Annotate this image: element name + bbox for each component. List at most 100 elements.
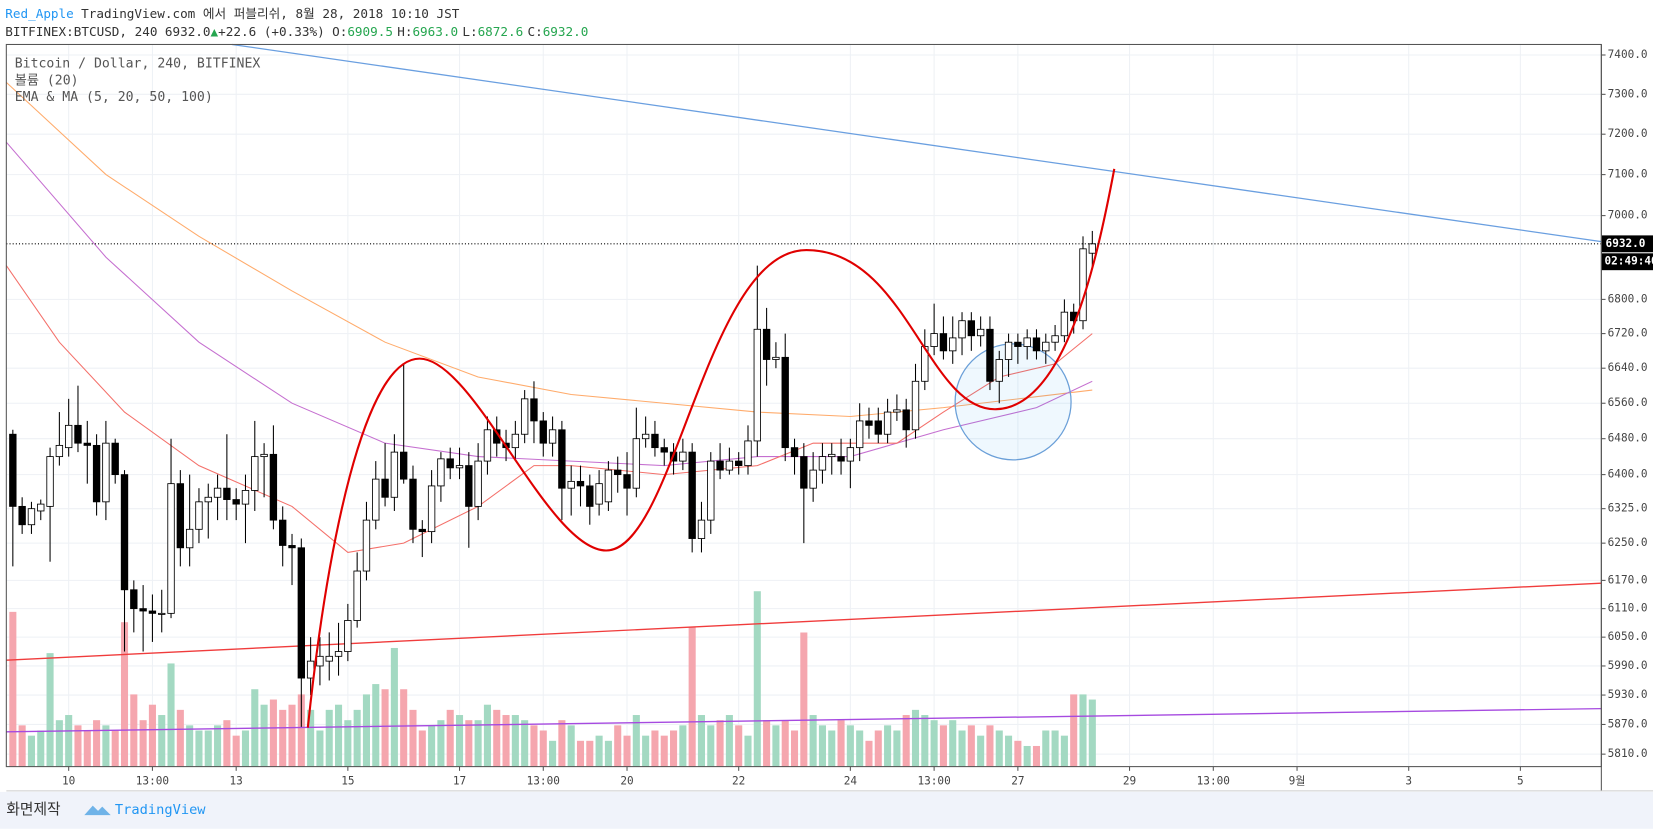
y-tick-label: 6800.0 [1608,292,1648,305]
volume-bar [1051,730,1059,767]
candle-body [893,409,901,413]
footer-brand[interactable]: TradingView [115,802,206,818]
candle-body [660,447,668,453]
candle-body [1032,337,1041,352]
y-tick-label: 7300.0 [1608,87,1648,100]
volume-label: 볼륨 (20) [15,72,79,88]
volume-bar [921,715,929,767]
candle-body [269,453,278,521]
candle-body [148,610,157,614]
volume-bar [1088,699,1096,767]
volume-bar [176,709,184,767]
candle-body [344,620,352,652]
volume-bar [539,730,547,767]
candle-body [176,483,185,549]
volume-bar [967,725,975,767]
volume-bar [307,709,315,767]
candle-body [790,447,799,458]
volume-bar [102,725,110,767]
volume-bar [837,720,845,767]
candle-body [288,545,296,549]
candle-body [837,456,845,462]
candle-layer [9,230,1096,727]
volume-bar [521,720,529,767]
candle-body [874,420,882,435]
volume-bar [679,725,687,767]
volume-bar [232,735,240,767]
volume-bar [428,725,436,767]
y-tick-label: 7000.0 [1608,209,1648,222]
volume-bar [362,694,370,767]
ma-line [5,141,1093,467]
volume-bar [46,653,54,767]
volume-bar [316,730,324,767]
candle-body [744,440,752,467]
candle-body [46,456,54,507]
candle-body [297,547,305,679]
y-tick-label: 6640.0 [1608,361,1648,374]
volume-bar [670,730,678,767]
candle-body [483,429,492,462]
candle-body [409,478,417,530]
candle-body [223,487,231,500]
candle-body [83,442,91,446]
y-tick-label: 6170.0 [1608,573,1648,586]
volume-bar [1060,735,1068,767]
volume-bar [37,730,45,767]
volume-bar [576,740,585,767]
volume-bar [763,720,771,767]
candle-body [781,356,789,449]
candle-body [614,469,622,476]
volume-bar [911,709,920,767]
volume-bar [297,694,305,767]
brand-logo[interactable] [84,805,111,816]
volume-bar [418,730,426,767]
volume-bar [949,720,957,767]
candle-body [1042,341,1050,352]
l-label: L: [462,23,477,38]
candle-body [818,456,827,471]
c-label: C: [527,23,542,38]
volume-bar [9,611,17,767]
candle-body [1014,341,1022,347]
volume-bar [893,730,901,767]
volume-bar [1042,730,1050,767]
volume-bar [884,725,892,767]
x-tick-label: 27 [1011,774,1024,787]
volume-bar [977,735,985,767]
volume-bar [279,709,287,767]
countdown-box [1601,253,1653,271]
candle-body [902,409,910,431]
y-tick-label: 6325.0 [1608,502,1648,515]
volume-bar [558,720,566,767]
candle-body [511,433,520,449]
candle-body [260,453,268,458]
x-tick-label: 13:00 [527,774,560,787]
candle-body [9,433,17,507]
volume-bar [511,715,519,767]
volume-bar [325,709,333,767]
candle-body [353,570,361,621]
y-tick-label: 6560.0 [1608,396,1648,409]
volume-bar [18,725,26,767]
volume-bar [139,720,147,767]
author: Red_Apple [5,5,74,20]
candle-body [185,528,194,549]
candle-body [251,456,259,491]
volume-bar [186,725,194,767]
candle-body [120,474,129,591]
volume-bar [632,715,640,767]
candle-body [967,320,976,337]
candle-body [520,398,529,435]
x-tick-label: 17 [453,774,466,787]
y-tick-label: 7400.0 [1608,48,1648,61]
candle-body [772,356,780,360]
candle-body [167,483,175,614]
volume-bar [930,720,938,767]
volume-bar [120,622,129,767]
x-tick-label: 13:00 [1197,774,1230,787]
volume-bar [995,730,1003,767]
candle-body [400,451,408,480]
candle-body [735,460,743,467]
volume-bar [446,709,454,767]
